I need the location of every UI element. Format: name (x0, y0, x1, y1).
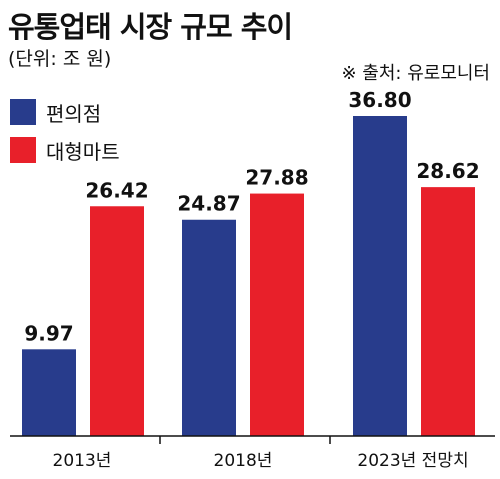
data-label-hypermarket-2: 28.62 (416, 159, 479, 183)
data-label-hypermarket-0: 26.42 (85, 178, 148, 202)
legend-label-convenience-store: 편의점 (46, 101, 102, 126)
legend-item-convenience-store: 편의점 (10, 96, 120, 128)
bar-hypermarket-2 (421, 187, 475, 436)
data-label-hypermarket-1: 27.88 (245, 166, 308, 190)
bar-convenience-store-2 (353, 116, 407, 436)
legend: 편의점 대형마트 (10, 96, 120, 172)
x-tick-label-2: 2023년 전망치 (357, 451, 468, 471)
legend-item-hypermarket: 대형마트 (10, 134, 120, 166)
data-label-convenience-store-2: 36.80 (348, 88, 411, 112)
x-tick-label-0: 2013년 (53, 451, 112, 471)
bar-hypermarket-0 (90, 206, 144, 436)
bar-hypermarket-1 (250, 193, 304, 436)
data-label-convenience-store-0: 9.97 (24, 321, 73, 345)
chart-title: 유통업태 시장 규모 추이 (8, 10, 293, 44)
unit-label: (단위: 조 원) (8, 48, 112, 70)
source-note: ※ 출처: 유로모니터 (341, 63, 490, 84)
bar-convenience-store-0 (22, 349, 76, 436)
x-tick-label-1: 2018년 (214, 451, 273, 471)
legend-label-hypermarket: 대형마트 (46, 139, 120, 164)
legend-swatch-hypermarket (10, 137, 36, 163)
data-label-convenience-store-1: 24.87 (177, 192, 240, 216)
bar-convenience-store-1 (182, 219, 236, 436)
legend-swatch-convenience-store (10, 99, 36, 125)
